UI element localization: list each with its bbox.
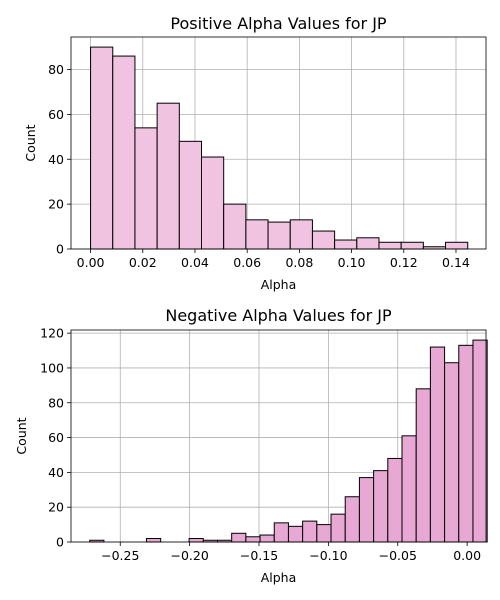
negative-bar-20: [373, 470, 389, 543]
negative-bar-26: [458, 344, 474, 543]
negative-xtick-label-1: −0.20: [170, 548, 208, 563]
negative-bar-19: [358, 477, 375, 543]
positive-ytick-label-2: 40: [48, 152, 64, 167]
positive-plot-frame: [70, 36, 487, 250]
negative-bar-13: [273, 522, 289, 543]
negative-bar-24: [429, 346, 446, 543]
positive-bar-5: [201, 156, 225, 250]
positive-chart-title: Positive Alpha Values for JP: [170, 14, 387, 33]
negative-bar-12: [259, 534, 275, 543]
negative-chart-title: Negative Alpha Values for JP: [165, 306, 392, 325]
positive-bar-6: [223, 203, 247, 250]
positive-ytick-label-0: 0: [56, 242, 64, 257]
negative-ytick-label-3: 60: [48, 430, 64, 445]
positive-xtick-label-6: 0.12: [390, 255, 418, 270]
positive-xtick-label-3: 0.06: [233, 255, 261, 270]
negative-bar-7: [188, 538, 204, 543]
negative-plot-frame: [70, 329, 487, 543]
positive-ytick-label-4: 80: [48, 62, 64, 77]
negative-bar-23: [415, 388, 431, 543]
negative-ytick-label-2: 40: [48, 465, 64, 480]
positive-bar-12: [356, 237, 380, 250]
positive-x-axis-label: Alpha: [261, 277, 297, 292]
positive-bar-8: [267, 221, 291, 250]
positive-xtick-label-0: 0.00: [77, 255, 105, 270]
positive-bar-11: [334, 239, 358, 250]
negative-ytick-label-6: 120: [40, 326, 64, 341]
negative-xtick-label-4: −0.05: [379, 548, 417, 563]
positive-ytick-label-3: 60: [48, 107, 64, 122]
negative-xtick-label-5: 0.00: [453, 548, 481, 563]
negative-bar-15: [302, 520, 318, 543]
negative-bar-10: [231, 532, 247, 543]
negative-y-axis-label: Count: [14, 417, 29, 454]
negative-bar-27: [472, 339, 488, 543]
positive-bar-10: [311, 230, 336, 250]
negative-xtick-label-2: −0.15: [240, 548, 278, 563]
negative-x-axis-label: Alpha: [261, 570, 297, 585]
negative-bar-14: [287, 525, 304, 543]
negative-bar-4: [146, 538, 162, 543]
positive-bar-2: [134, 127, 158, 250]
positive-xtick-label-2: 0.04: [181, 255, 209, 270]
positive-xtick-label-7: 0.14: [442, 255, 470, 270]
positive-bar-0: [90, 46, 114, 250]
positive-bar-1: [112, 55, 136, 250]
negative-bar-25: [444, 362, 460, 543]
negative-bar-22: [401, 435, 417, 543]
negative-bar-21: [387, 457, 403, 543]
positive-bar-9: [289, 219, 313, 250]
positive-bar-3: [156, 102, 180, 250]
negative-ytick-label-5: 100: [40, 360, 64, 375]
positive-bar-14: [400, 241, 424, 250]
negative-xtick-label-0: −0.25: [101, 548, 139, 563]
positive-y-axis-label: Count: [23, 124, 38, 161]
positive-bar-16: [445, 241, 469, 250]
negative-xtick-label-3: −0.10: [309, 548, 347, 563]
negative-bar-17: [330, 513, 346, 543]
negative-ytick-label-0: 0: [56, 535, 64, 550]
positive-xtick-label-4: 0.08: [285, 255, 313, 270]
positive-xtick-label-1: 0.02: [129, 255, 157, 270]
positive-xtick-label-5: 0.10: [338, 255, 366, 270]
positive-bar-13: [378, 241, 402, 250]
positive-bar-7: [245, 219, 269, 250]
positive-bar-4: [178, 140, 203, 250]
positive-ytick-label-1: 20: [48, 197, 64, 212]
negative-bar-18: [344, 496, 360, 543]
negative-ytick-label-1: 20: [48, 500, 64, 515]
negative-bar-11: [245, 536, 261, 543]
negative-bar-16: [316, 524, 332, 543]
negative-ytick-label-4: 80: [48, 395, 64, 410]
